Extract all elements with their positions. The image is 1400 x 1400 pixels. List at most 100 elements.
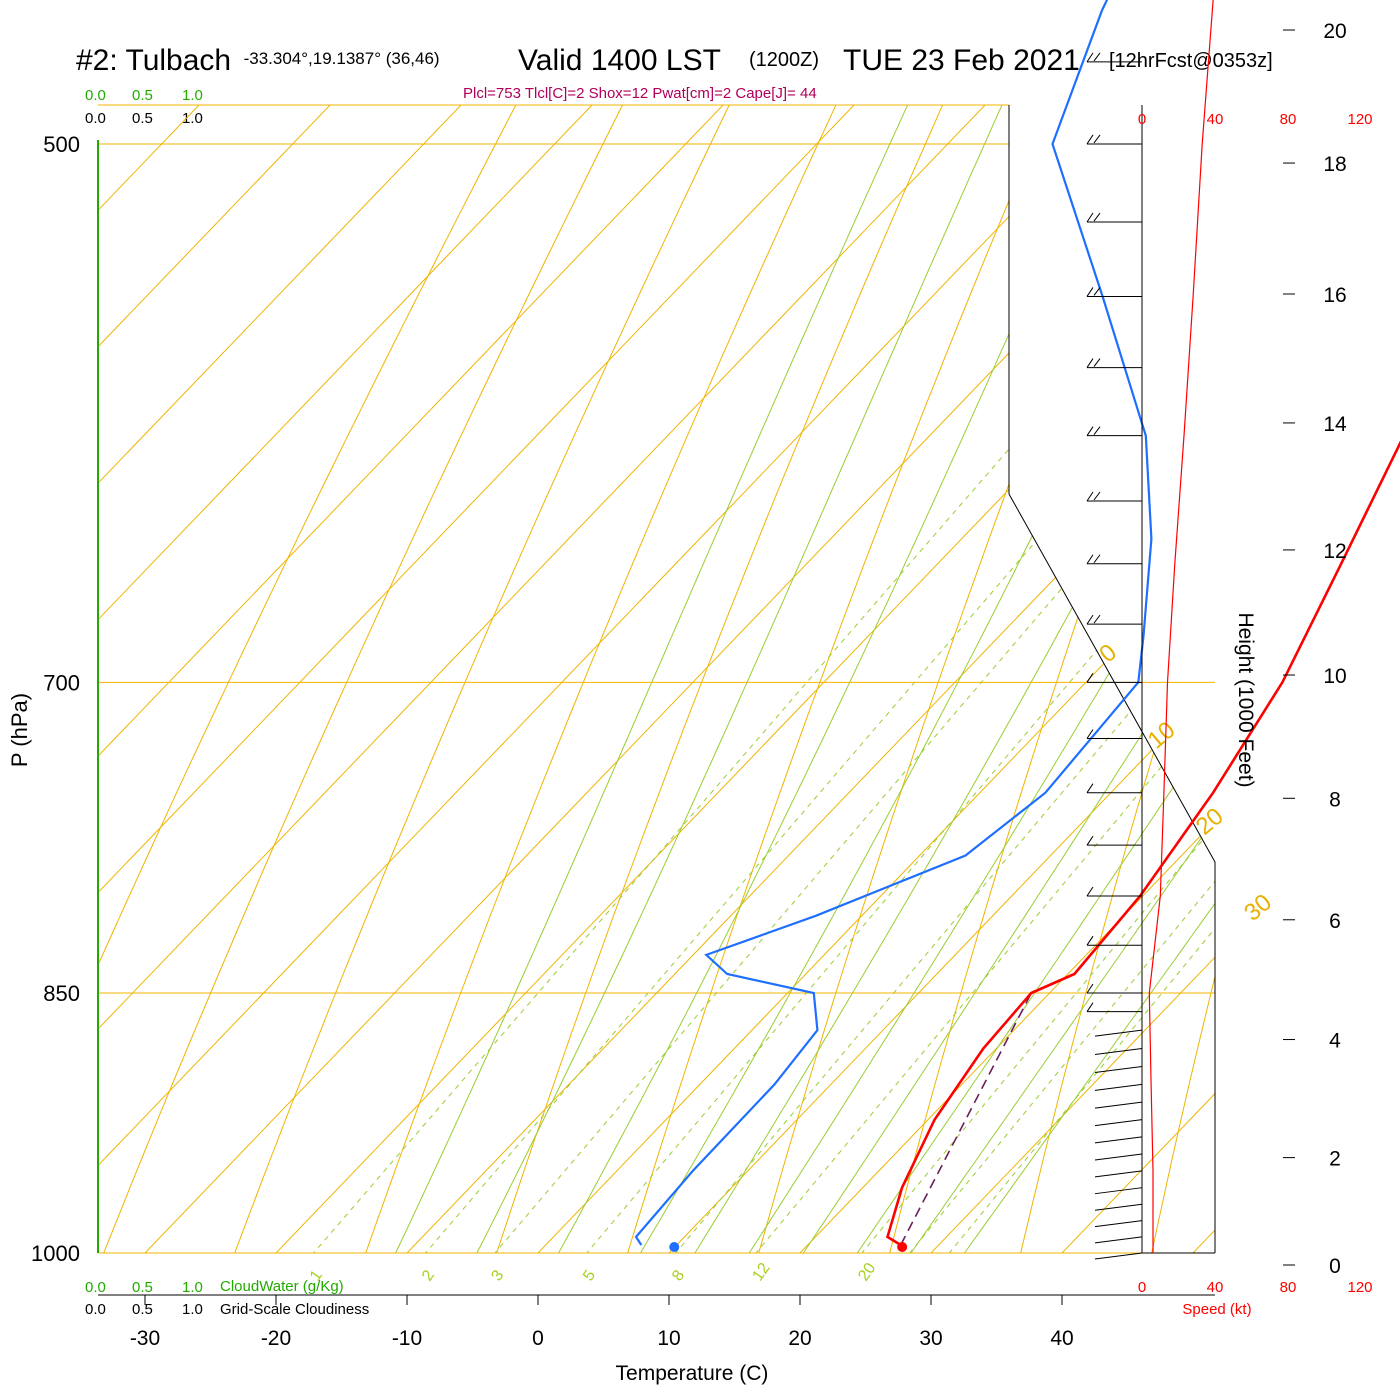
- isotherm-line: [1234, 0, 1400, 1346]
- wind-barb: [1094, 1236, 1143, 1244]
- isotherm-line: [98, 105, 1215, 1253]
- height-axis-title: Height (1000 Feet): [1234, 612, 1257, 787]
- dry-adiabat: [1274, 0, 1400, 1300]
- isotherm-label: 0: [1094, 639, 1122, 668]
- isotherm-line: [186, 105, 1215, 1253]
- wind-barb: [1094, 1170, 1143, 1178]
- dry-adiabats: [98, 0, 1400, 1300]
- wind-barb-feather: [1086, 673, 1094, 683]
- height-axis-ticks: 02468101214161820222426283032: [1283, 20, 1347, 1278]
- cloud-bottom-black-0: 0.0: [85, 1301, 106, 1318]
- forecast-info: [12hrFcst@0353z]: [1109, 50, 1273, 72]
- temperature-line: [885, 440, 1400, 1247]
- dry-adiabat: [216, 105, 1215, 1253]
- wind-barb-feather: [1086, 491, 1094, 502]
- dry-adiabat: [480, 105, 1215, 1253]
- height-tick-label: 18: [1323, 153, 1346, 176]
- speed-top-40: 40: [1207, 111, 1224, 128]
- cloud-legend-bottom: 0.0 0.5 1.0 CloudWater (g/Kg) 0.0 0.5 1.…: [85, 1278, 369, 1318]
- moist-adiabat: [357, 105, 1215, 1253]
- isotherm-line: [98, 105, 1215, 1253]
- wind-barb-feather: [1086, 729, 1094, 739]
- isotherm-line: [98, 105, 1215, 1253]
- cloud-bottom-green-2: 1.0: [182, 1279, 203, 1296]
- cloud-bottom-black-2: 1.0: [182, 1301, 203, 1318]
- moist-adiabat: [855, 105, 1215, 1253]
- speed-bottom-0: 0: [1138, 1279, 1146, 1296]
- cloud-top-black-2: 1.0: [182, 110, 203, 127]
- wind-barb: [1094, 1220, 1143, 1228]
- dewpoint-line: [634, 0, 1153, 1246]
- dry-adiabat: [98, 105, 1215, 1253]
- wind-barb-feather: [1093, 426, 1101, 435]
- moist-adiabat: [698, 105, 1215, 1253]
- station-coords: -33.304°,19.1387° (36,46): [244, 49, 440, 68]
- wind-barb-feather: [1086, 886, 1094, 897]
- height-tick-label: 12: [1323, 540, 1346, 563]
- wind-barb: [1094, 1119, 1143, 1127]
- moist-adiabat: [436, 105, 1215, 1253]
- mixing-ratio-line: [885, 105, 1215, 1253]
- utc-time: (1200Z): [749, 49, 819, 71]
- wind-barb-feather: [1093, 491, 1101, 501]
- isotherms: [98, 0, 1400, 1346]
- x-tick-label: -20: [261, 1327, 291, 1350]
- isotherm-label: 20: [1191, 803, 1229, 841]
- dry-adiabat: [745, 105, 1215, 1253]
- isotherm-line: [710, 105, 1215, 1253]
- wind-barb-feather: [1086, 134, 1094, 145]
- cloud-top-black-1: 0.5: [132, 110, 153, 127]
- valid-time: Valid 1400 LST: [518, 44, 721, 77]
- moist-adiabat: [908, 105, 1215, 1253]
- pressure-axis-title: P (hPa): [7, 693, 32, 767]
- speed-top-0: 0: [1138, 111, 1146, 128]
- moist-adiabat: [750, 105, 1215, 1253]
- isotherm-label: 30: [1239, 889, 1277, 927]
- height-tick-label: 16: [1323, 284, 1346, 307]
- moist-adiabat: [593, 105, 1215, 1253]
- height-tick-label: 20: [1323, 20, 1346, 43]
- wind-barb-feather: [1086, 614, 1094, 625]
- speed-top-120: 120: [1347, 111, 1372, 128]
- speed-bottom-80: 80: [1280, 1279, 1297, 1296]
- cloud-bottom-black-1: 0.5: [132, 1301, 153, 1318]
- wind-barb-feather: [1086, 52, 1094, 63]
- height-tick-label: 2: [1329, 1148, 1341, 1171]
- cloud-top-green-0: 0.0: [85, 87, 106, 104]
- pressure-label: 1000: [31, 1241, 80, 1266]
- dry-adiabat: [613, 105, 1215, 1253]
- station-name: #2: Tulbach: [76, 44, 231, 77]
- speed-axis: 0 40 80 120 0 40 80 120 Speed (kt): [1138, 105, 1373, 1318]
- wind-barb: [1094, 1047, 1143, 1055]
- isotherm-line: [98, 105, 1215, 1253]
- mixing-ratio-label: 2: [419, 1267, 438, 1284]
- parcel-line: [899, 992, 1033, 1246]
- mixing-ratio-label: 3: [488, 1267, 507, 1284]
- wind-barbs: [1086, 52, 1143, 1260]
- isobars: [98, 143, 1215, 1254]
- wind-barb-feather: [1093, 358, 1101, 367]
- wind-barb-feather: [1093, 52, 1101, 62]
- mixing-ratio-lines: [245, 105, 1215, 1253]
- wind-barb-feather: [1086, 1002, 1094, 1012]
- x-axis-title: Temperature (C): [616, 1362, 769, 1385]
- isotherm-line: [98, 105, 1215, 1253]
- valid-date: TUE 23 Feb 2021: [843, 44, 1080, 77]
- wind-barb-feather: [1086, 212, 1094, 223]
- wind-barb: [1094, 1153, 1143, 1161]
- cloud-top-green-1: 0.5: [132, 87, 153, 104]
- dry-adiabat: [877, 105, 1215, 1253]
- title: #2: Tulbach -33.304°,19.1387° (36,46): [76, 44, 440, 77]
- cloudwater-label: CloudWater (g/Kg): [220, 1278, 344, 1295]
- wind-barb-feather: [1086, 935, 1094, 946]
- height-tick-label: 6: [1329, 910, 1341, 933]
- wind-barb-feather: [1093, 134, 1101, 144]
- wind-barb-feather: [1086, 835, 1094, 846]
- isotherm-line: [98, 105, 1028, 1253]
- pressure-label: 500: [43, 132, 80, 157]
- wind-barb: [1094, 1029, 1143, 1037]
- mixing-ratio-line: [245, 105, 1215, 1253]
- height-tick-label: 8: [1329, 788, 1341, 811]
- mixing-ratio-label: 20: [855, 1260, 879, 1284]
